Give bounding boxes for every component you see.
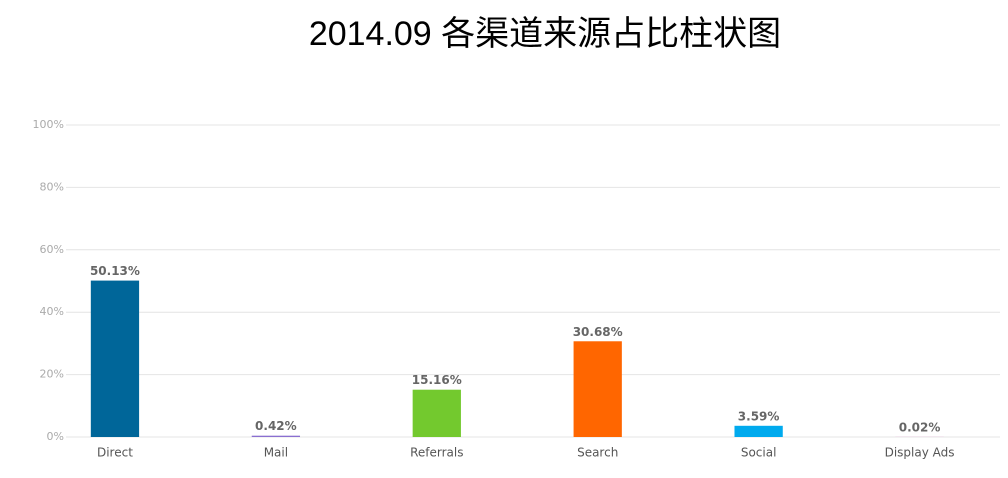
x-tick-label: Search	[577, 446, 618, 460]
x-tick-label: Referrals	[410, 446, 463, 460]
y-tick-label: 40%	[40, 305, 64, 318]
y-tick-label: 0%	[47, 430, 64, 443]
y-tick-label: 100%	[33, 118, 64, 131]
value-label: 15.16%	[412, 373, 462, 387]
value-label: 0.02%	[899, 420, 941, 434]
bar	[734, 425, 783, 437]
bar	[573, 341, 622, 437]
value-label: 30.68%	[573, 325, 623, 339]
chart-title: 2014.09 各渠道来源占比柱状图	[309, 15, 781, 53]
bar	[412, 389, 461, 437]
x-tick-label: Display Ads	[885, 446, 955, 460]
bar	[251, 435, 301, 437]
x-tick-label: Mail	[264, 446, 288, 460]
x-tick-label: Social	[741, 446, 777, 460]
bar	[90, 280, 140, 437]
value-label: 50.13%	[90, 264, 140, 278]
y-tick-label: 60%	[40, 243, 64, 256]
value-label: 3.59%	[738, 409, 780, 423]
y-tick-label: 80%	[40, 180, 64, 193]
x-tick-label: Direct	[97, 446, 133, 460]
y-tick-label: 20%	[40, 368, 64, 381]
value-label: 0.42%	[255, 419, 297, 433]
